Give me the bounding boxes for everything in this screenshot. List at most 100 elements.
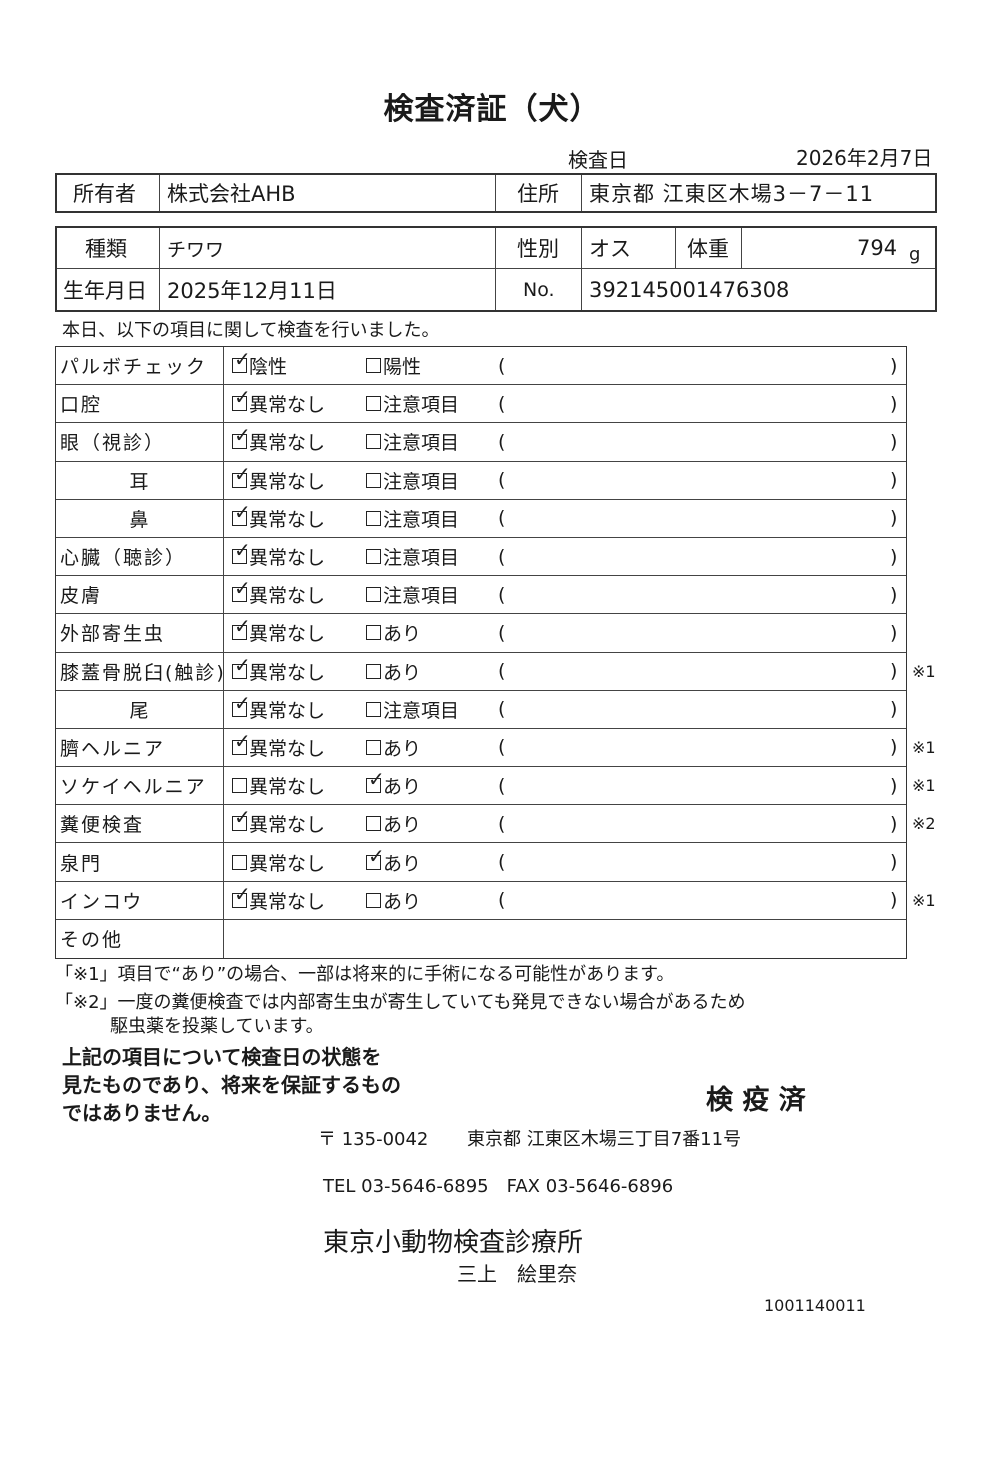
option-1: 異常なし [232,767,325,804]
checkbox[interactable] [366,587,381,603]
paren-open: ( [498,851,506,874]
checkbox[interactable] [366,663,381,679]
paren-open: ( [498,698,506,721]
checkbox[interactable] [366,767,385,794]
table-row: パルボチェック 陰性 陽性 () [56,347,906,386]
checkbox[interactable] [232,778,247,794]
breed-value: チワワ [167,238,225,261]
checkbox[interactable] [366,892,381,908]
option-2: あり [366,653,421,690]
checkbox[interactable] [366,625,381,641]
paren-close: ) [890,774,898,797]
column-divider [223,537,224,576]
option-1: 異常なし [232,653,325,690]
option-1: 異常なし [232,462,325,499]
item-label: 口腔 [60,394,103,417]
divider [495,228,496,310]
paren-close: ) [890,851,898,874]
divider [581,228,582,310]
option-2: 注意項目 [366,538,459,575]
option-label: 注意項目 [383,699,460,722]
paren-open: ( [498,545,506,568]
option-label: 異常なし [249,623,326,646]
option-2: 注意項目 [366,385,459,422]
item-label: 耳 [129,470,151,493]
checkbox[interactable] [366,358,381,374]
sex-label: 性別 [517,237,559,261]
checkbox[interactable] [366,549,381,565]
checkbox[interactable] [232,385,251,412]
checkbox[interactable] [232,576,251,603]
checkbox[interactable] [232,805,251,832]
birth-value: 2025年12月11日 [167,279,337,303]
disclaimer-line: 上記の項目について検査日の状態を [62,1045,382,1069]
option-1: 異常なし [232,805,325,842]
item-label: パルボチェック [60,356,208,379]
option-2: あり [366,767,421,804]
option-label: 注意項目 [383,394,460,417]
item-label: 膝蓋骨脱臼(触診) [60,661,226,684]
option-2: あり [366,729,421,766]
option-label: あり [383,852,422,875]
option-label: 異常なし [249,585,326,608]
weight-label: 体重 [687,237,729,261]
column-divider [223,499,224,537]
checkbox[interactable] [232,423,251,450]
option-2: 注意項目 [366,500,459,537]
divider [159,175,160,211]
checkbox[interactable] [232,882,251,908]
divider [741,228,742,268]
checkbox[interactable] [232,854,247,870]
checkbox[interactable] [232,500,251,526]
divider [495,175,496,211]
checkbox[interactable] [232,538,251,565]
owner-value: 株式会社AHB [167,182,296,206]
footnote-1: 「※1」項目で“あり”の場合、一部は将来的に手術になる可能性があります。 [55,964,675,985]
checkbox[interactable] [366,472,381,488]
disclaimer-line: 見たものであり、将来を保証するもの [62,1073,401,1097]
checkbox[interactable] [232,462,251,488]
table-row: 皮膚 異常なし 注意項目 () [56,576,906,615]
option-label: 注意項目 [383,470,460,493]
option-2: あり [366,614,421,651]
checkbox[interactable] [366,701,381,717]
no-value: 392145001476308 [589,278,790,302]
clinic-address: 東京都 江東区木場三丁目7番11号 [467,1129,742,1150]
column-divider [223,652,224,690]
checkbox[interactable] [232,691,251,717]
option-2: 注意項目 [366,691,459,728]
checkbox[interactable] [232,729,251,755]
other-label: その他 [60,929,124,952]
checkbox[interactable] [232,614,251,641]
address-label: 住所 [517,182,559,206]
owner-box: 所有者 株式会社AHB 住所 東京都 江東区木場3－7－11 [55,173,937,213]
table-row: 鼻 異常なし 注意項目 () [56,499,906,538]
item-label: 外部寄生虫 [60,623,166,646]
option-label: 異常なし [249,890,326,913]
checkbox[interactable] [366,434,381,450]
checkbox[interactable] [366,510,381,526]
table-row: 眼（視診） 異常なし 注意項目 () [56,423,906,462]
option-1: 異常なし [232,423,325,460]
divider [581,175,582,211]
option-2: あり [366,843,421,880]
checkbox[interactable] [366,739,381,755]
option-2: あり [366,882,421,919]
paren-open: ( [498,354,506,377]
option-label: 注意項目 [383,432,460,455]
intro-text: 本日、以下の項目に関して検査を行いました。 [62,320,440,341]
option-label: 注意項目 [383,585,460,608]
exam-date-label: 検査日 [568,148,628,172]
checkbox[interactable] [366,816,381,832]
checkbox[interactable] [232,347,251,374]
checkbox[interactable] [366,396,381,412]
paren-close: ) [890,545,898,568]
option-1: 異常なし [232,538,325,575]
option-label: あり [383,661,422,684]
table-row: 耳 異常なし 注意項目 () [56,461,906,500]
clinic-phone: TEL 03-5646-6895 FAX 03-5646-6896 [323,1176,674,1197]
checkbox[interactable] [232,653,251,679]
checkbox[interactable] [366,844,385,870]
paren-close: ) [890,469,898,492]
